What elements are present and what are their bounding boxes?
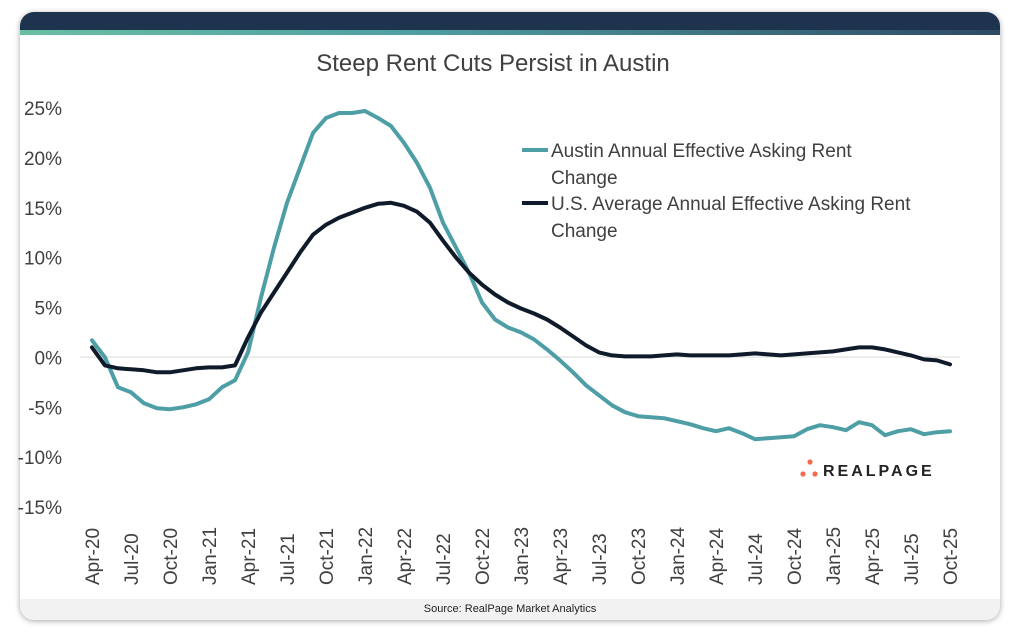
x-tick-label: Apr-25 bbox=[863, 528, 884, 585]
legend-label: Austin Annual Effective Asking Rent Chang… bbox=[551, 141, 852, 189]
x-tick-label: Jul-20 bbox=[122, 533, 143, 585]
x-tick-label: Apr-20 bbox=[83, 528, 104, 585]
x-tick-label: Jul-25 bbox=[902, 533, 923, 585]
chart-title: Steep Rent Cuts Persist in Austin bbox=[316, 50, 670, 77]
logo-text: REALPAGE bbox=[823, 463, 935, 480]
x-tick-label: Apr-21 bbox=[239, 528, 260, 585]
y-tick-label: 10% bbox=[24, 249, 62, 270]
us-series-line bbox=[90, 200, 952, 375]
y-tick-label: 0% bbox=[35, 348, 63, 369]
x-tick-label: Jul-21 bbox=[278, 533, 299, 585]
x-tick-label: Jan-23 bbox=[512, 527, 533, 585]
x-tick-label: Jan-24 bbox=[668, 526, 689, 585]
y-tick-label: -5% bbox=[28, 398, 62, 419]
accent-strip bbox=[20, 30, 1000, 35]
x-tick-label: Jan-21 bbox=[200, 527, 221, 585]
y-tick-label: -15% bbox=[18, 498, 62, 519]
chart-card: Source: RealPage Market Analytics bbox=[20, 12, 1000, 620]
x-tick-label: Oct-25 bbox=[941, 528, 962, 585]
x-tick-label: Oct-22 bbox=[473, 528, 494, 585]
y-tick-label: 15% bbox=[24, 199, 62, 220]
logo-dot bbox=[800, 471, 806, 477]
legend-label: U.S. Average Annual Effective Asking Ren… bbox=[551, 194, 911, 242]
y-tick-label: 20% bbox=[24, 149, 62, 170]
y-tick-label: 5% bbox=[35, 299, 63, 320]
x-tick-label: Apr-22 bbox=[395, 528, 416, 585]
logo-dot bbox=[807, 459, 813, 465]
legend-item: U.S. Average Annual Effective Asking Ren… bbox=[522, 194, 911, 242]
x-tick-label: Oct-20 bbox=[161, 528, 182, 585]
source-note: Source: RealPage Market Analytics bbox=[20, 599, 1000, 620]
legend-item: Austin Annual Effective Asking Rent Chang… bbox=[522, 141, 852, 189]
x-tick-label: Apr-24 bbox=[707, 528, 728, 585]
logo-dot bbox=[812, 471, 818, 477]
x-tick-label: Oct-24 bbox=[785, 528, 806, 585]
y-tick-label: 25% bbox=[24, 99, 62, 120]
x-tick-label: Oct-21 bbox=[317, 528, 338, 585]
x-tick-label: Jul-24 bbox=[746, 533, 767, 585]
x-tick-label: Apr-23 bbox=[551, 528, 572, 585]
x-tick-label: Jan-25 bbox=[824, 527, 845, 585]
x-tick-label: Jan-22 bbox=[356, 527, 377, 585]
realpage-logo: REALPAGE bbox=[800, 459, 935, 480]
y-tick-label: -10% bbox=[18, 448, 62, 469]
x-tick-label: Jul-23 bbox=[590, 533, 611, 585]
x-tick-label: Oct-23 bbox=[629, 528, 650, 585]
x-tick-label: Jul-22 bbox=[434, 533, 455, 585]
header-band bbox=[20, 12, 1000, 30]
